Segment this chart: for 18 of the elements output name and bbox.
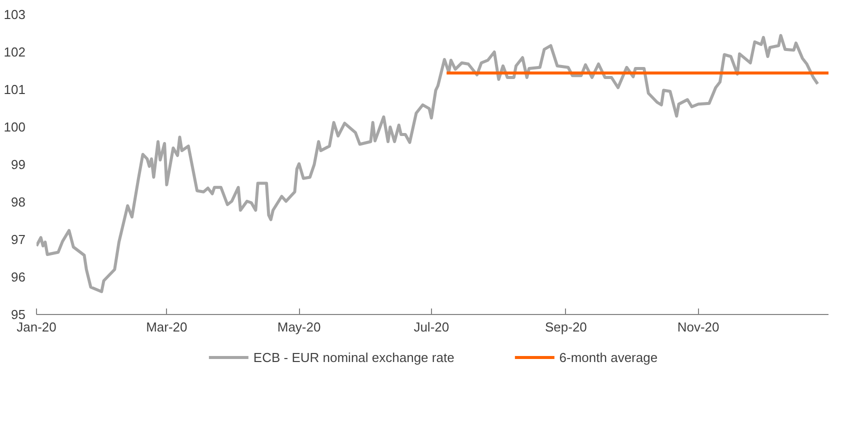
y-tick-label: 97 [11, 232, 26, 247]
legend-label: ECB - EUR nominal exchange rate [253, 350, 454, 364]
x-tick-label: Jan-20 [16, 320, 56, 334]
x-tick-label: May-20 [277, 320, 321, 334]
x-tick-label: Sep-20 [544, 320, 587, 334]
line-series [36, 34, 820, 294]
x-tick-label: Jul-20 [414, 320, 450, 334]
y-tick-label: 101 [4, 82, 26, 97]
y-tick-label: 100 [4, 120, 26, 134]
y-tick-label: 95 [11, 307, 26, 322]
y-tick-label: 102 [4, 44, 26, 60]
x-tick-label: Nov-20 [677, 320, 720, 334]
y-tick-label: 99 [11, 157, 26, 172]
y-tick-label: 103 [4, 7, 26, 22]
y-tick-label: 98 [11, 194, 26, 210]
x-tick-label: Mar-20 [146, 320, 188, 334]
y-tick-label: 96 [11, 270, 26, 284]
legend-label: 6-month average [559, 350, 658, 364]
